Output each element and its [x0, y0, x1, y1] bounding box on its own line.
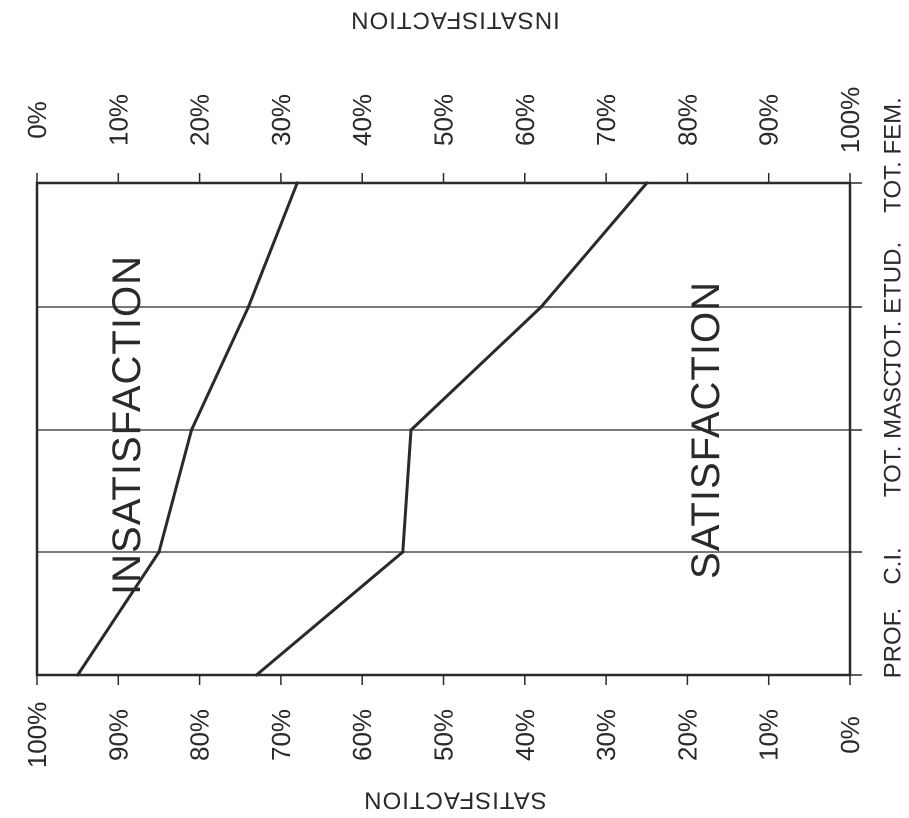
top-tick-label: 60% [510, 94, 540, 146]
top-tick-label: 30% [266, 94, 296, 146]
category-label: TOT. MASC. [880, 363, 907, 497]
bottom-tick-label: 50% [429, 709, 459, 761]
region-label-insatisfaction: INSATISFACTION [105, 255, 149, 595]
bottom-tick-label: 90% [103, 709, 133, 761]
category-label: TOT. ETUD. [880, 242, 907, 372]
top-tick-label: 70% [591, 94, 621, 146]
data-point-insatisfaction [246, 305, 250, 309]
bottom-tick-label: 60% [347, 709, 377, 761]
bottom-tick-label: 100% [22, 702, 52, 769]
axis-ticks [36, 173, 862, 685]
bottom-tick-label: 30% [591, 709, 621, 761]
bottom-tick-label: 40% [510, 709, 540, 761]
data-point-satisfaction [254, 673, 259, 677]
bottom-tick-label: 20% [672, 709, 702, 761]
bottom-axis-title: SATISFACTION [363, 787, 547, 814]
series-lines [76, 181, 649, 677]
top-tick-label: 80% [672, 94, 702, 146]
text-labels: 0% 10% 20% 30% 40% 50% 60% 70% 80% 90% 100% 100% 90%… [22, 7, 907, 814]
category-label: PROF. [880, 608, 907, 679]
plot-frame [35, 181, 852, 677]
region-label-satisfaction: SATISFACTION [684, 281, 728, 579]
grid-lines [37, 306, 850, 553]
top-tick-label: 10% [103, 94, 133, 146]
category-label: C.I. [880, 547, 907, 584]
data-point-insatisfaction [189, 428, 194, 432]
top-tick-label: 100% [835, 87, 865, 154]
bottom-tick-label: 10% [754, 709, 784, 761]
data-point-satisfaction [645, 181, 649, 185]
category-label: TOT. FEM. [880, 97, 907, 213]
bottom-tick-label: 80% [185, 709, 215, 761]
top-tick-label: 50% [429, 94, 459, 146]
top-tick-label: 20% [185, 94, 215, 146]
bottom-tick-label: 0% [835, 716, 865, 754]
top-tick-label: 90% [754, 94, 784, 146]
data-point-satisfaction [409, 428, 413, 432]
series-line-satisfaction [255, 182, 648, 677]
data-point-satisfaction [539, 305, 543, 309]
data-point-insatisfaction [295, 181, 299, 185]
data-point-satisfaction [401, 550, 405, 554]
top-tick-label: 40% [347, 94, 377, 146]
data-point-insatisfaction [157, 550, 161, 554]
data-point-insatisfaction [76, 673, 80, 677]
top-axis-title: INSATISFACTION [350, 7, 560, 34]
top-tick-label: 0% [22, 101, 52, 139]
bottom-tick-label: 70% [266, 709, 296, 761]
